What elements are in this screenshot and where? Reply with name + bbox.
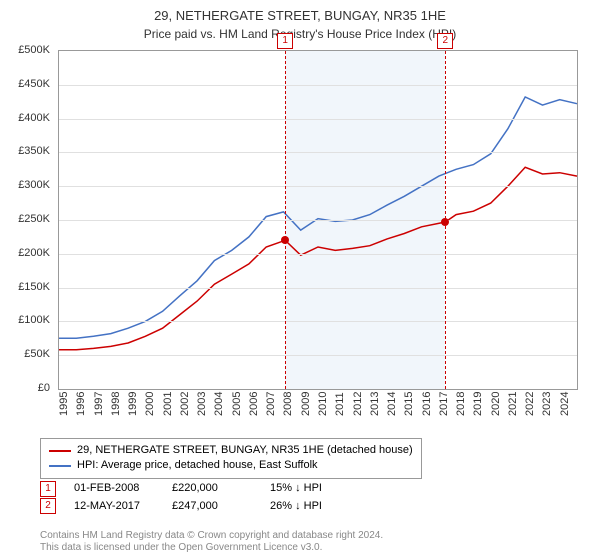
sales-table: 1 01-FEB-2008 £220,000 15% ↓ HPI 2 12-MAY-201… bbox=[40, 480, 350, 515]
sale-marker-dot bbox=[281, 236, 289, 244]
reference-marker: 1 bbox=[277, 33, 293, 49]
sale-price: £247,000 bbox=[172, 498, 252, 516]
sale-marker-box: 1 bbox=[40, 481, 56, 497]
reference-line bbox=[285, 51, 286, 389]
x-tick-label: 1999 bbox=[127, 392, 139, 416]
grid-line bbox=[59, 220, 577, 221]
y-tick-label: £50K bbox=[24, 348, 50, 360]
x-tick-label: 2003 bbox=[196, 392, 208, 416]
y-tick-label: £350K bbox=[18, 145, 50, 157]
y-tick-label: £150K bbox=[18, 281, 50, 293]
chart-subtitle: Price paid vs. HM Land Registry's House … bbox=[0, 25, 600, 41]
x-tick-label: 2011 bbox=[334, 392, 346, 416]
x-tick-label: 1998 bbox=[110, 392, 122, 416]
x-tick-label: 2020 bbox=[490, 392, 502, 416]
sale-price: £220,000 bbox=[172, 480, 252, 498]
x-tick-label: 2007 bbox=[265, 392, 277, 416]
sale-row: 1 01-FEB-2008 £220,000 15% ↓ HPI bbox=[40, 480, 350, 498]
y-tick-label: £400K bbox=[18, 112, 50, 124]
y-tick-label: £500K bbox=[18, 44, 50, 56]
x-tick-label: 2013 bbox=[369, 392, 381, 416]
legend: 29, NETHERGATE STREET, BUNGAY, NR35 1HE … bbox=[40, 438, 422, 479]
y-tick-label: £200K bbox=[18, 247, 50, 259]
series-property bbox=[59, 167, 577, 349]
x-axis: 1995 1996 1997 1998 1999 2000 2001 2002 2003 2004… bbox=[58, 392, 578, 442]
legend-swatch bbox=[49, 450, 71, 452]
x-tick-label: 2018 bbox=[455, 392, 467, 416]
grid-line bbox=[59, 152, 577, 153]
sale-delta: 26% ↓ HPI bbox=[270, 498, 350, 516]
x-tick-label: 2009 bbox=[300, 392, 312, 416]
chart-title: 29, NETHERGATE STREET, BUNGAY, NR35 1HE bbox=[0, 0, 600, 25]
sale-date: 12-MAY-2017 bbox=[74, 498, 154, 516]
x-tick-label: 1995 bbox=[58, 392, 70, 416]
grid-line bbox=[59, 85, 577, 86]
grid-line bbox=[59, 288, 577, 289]
grid-line bbox=[59, 321, 577, 322]
grid-line bbox=[59, 254, 577, 255]
grid-line bbox=[59, 355, 577, 356]
footer: Contains HM Land Registry data © Crown c… bbox=[40, 530, 383, 554]
x-tick-label: 2008 bbox=[282, 392, 294, 416]
legend-item: HPI: Average price, detached house, East… bbox=[49, 458, 413, 473]
x-tick-label: 2014 bbox=[386, 392, 398, 416]
x-tick-label: 2000 bbox=[144, 392, 156, 416]
series-hpi bbox=[59, 97, 577, 338]
chart-container: 29, NETHERGATE STREET, BUNGAY, NR35 1HE … bbox=[0, 0, 600, 560]
legend-label: HPI: Average price, detached house, East… bbox=[77, 458, 318, 473]
x-tick-label: 2019 bbox=[472, 392, 484, 416]
sale-row: 2 12-MAY-2017 £247,000 26% ↓ HPI bbox=[40, 498, 350, 516]
sale-marker-box: 2 bbox=[40, 498, 56, 514]
sale-delta: 15% ↓ HPI bbox=[270, 480, 350, 498]
x-tick-label: 2006 bbox=[248, 392, 260, 416]
x-tick-label: 2005 bbox=[231, 392, 243, 416]
y-tick-label: £100K bbox=[18, 314, 50, 326]
x-tick-label: 2021 bbox=[507, 392, 519, 416]
x-tick-label: 2022 bbox=[524, 392, 536, 416]
y-tick-label: £250K bbox=[18, 213, 50, 225]
y-tick-label: £450K bbox=[18, 78, 50, 90]
footer-line-1: Contains HM Land Registry data © Crown c… bbox=[40, 530, 383, 542]
y-tick-label: £0 bbox=[38, 382, 50, 394]
x-tick-label: 2002 bbox=[179, 392, 191, 416]
x-tick-label: 1997 bbox=[93, 392, 105, 416]
y-axis: £0£50K£100K£150K£200K£250K£300K£350K£400… bbox=[0, 50, 54, 390]
x-tick-label: 2012 bbox=[352, 392, 364, 416]
sale-marker-dot bbox=[441, 218, 449, 226]
x-tick-label: 1996 bbox=[75, 392, 87, 416]
legend-swatch bbox=[49, 465, 71, 467]
x-tick-label: 2001 bbox=[162, 392, 174, 416]
sale-date: 01-FEB-2008 bbox=[74, 480, 154, 498]
x-tick-label: 2023 bbox=[541, 392, 553, 416]
x-tick-label: 2010 bbox=[317, 392, 329, 416]
x-tick-label: 2017 bbox=[438, 392, 450, 416]
legend-item: 29, NETHERGATE STREET, BUNGAY, NR35 1HE … bbox=[49, 443, 413, 458]
legend-label: 29, NETHERGATE STREET, BUNGAY, NR35 1HE … bbox=[77, 443, 413, 458]
grid-line bbox=[59, 119, 577, 120]
plot-area: 12 bbox=[58, 50, 578, 390]
reference-marker: 2 bbox=[437, 33, 453, 49]
footer-line-2: This data is licensed under the Open Gov… bbox=[40, 542, 383, 554]
x-tick-label: 2015 bbox=[403, 392, 415, 416]
x-tick-label: 2024 bbox=[559, 392, 571, 416]
y-tick-label: £300K bbox=[18, 179, 50, 191]
grid-line bbox=[59, 186, 577, 187]
x-tick-label: 2016 bbox=[421, 392, 433, 416]
x-tick-label: 2004 bbox=[213, 392, 225, 416]
